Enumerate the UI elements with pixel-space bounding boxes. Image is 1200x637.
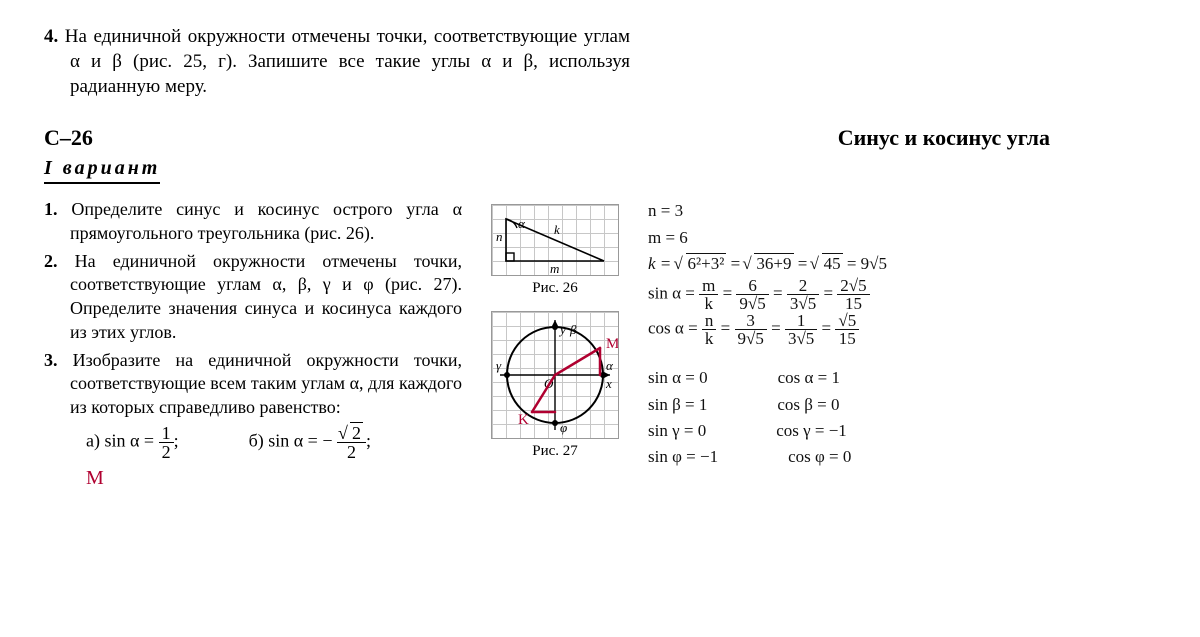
svg-text:α: α: [606, 358, 614, 373]
figure-26: α n k m: [491, 204, 619, 276]
section-title: Синус и косинус угла: [838, 125, 1050, 151]
hw-n: n = 3: [648, 198, 1170, 224]
handwriting-M: M: [86, 467, 462, 490]
hw-beta: sin β = 1cos β = 0: [648, 392, 1170, 418]
handwriting-column: n = 3 m = 6 k = 6²+3² = 36+9 = 45 = 9√5 …: [648, 198, 1170, 490]
problem-text: На единичной окружности отмечены точки, …: [65, 26, 630, 97]
svg-text:x: x: [605, 376, 612, 391]
item-3: 3. Изобразите на единичной окружности то…: [44, 349, 462, 420]
variant-label: I вариант: [44, 157, 160, 184]
sub-items: а) sin α = 12; б) sin α = − 22;: [44, 424, 462, 461]
hw-alpha: sin α = 0cos α = 1: [648, 365, 1170, 391]
printed-column: 1. Определите синус и косинус острого уг…: [44, 198, 462, 490]
figure-27: y x O α β γ φ M K: [491, 311, 619, 439]
hw-k: k = 6²+3² = 36+9 = 45 = 9√5: [648, 251, 1170, 277]
caption-26: Рис. 26: [480, 280, 630, 297]
section-id: С–26: [44, 125, 93, 151]
svg-text:γ: γ: [496, 358, 502, 373]
caption-27: Рис. 27: [480, 443, 630, 460]
problem-4: 4. На единичной окружности отмечены точк…: [44, 24, 630, 99]
hw-sin: sin α = mk = 69√5 = 23√5 = 2√515: [648, 277, 1170, 312]
svg-text:K: K: [518, 412, 529, 428]
svg-text:m: m: [550, 261, 559, 275]
problem-num: 4.: [44, 26, 58, 47]
hw-phi: sin φ = −1cos φ = 0: [648, 444, 1170, 470]
svg-text:φ: φ: [560, 420, 567, 435]
svg-text:α: α: [518, 216, 526, 231]
svg-text:y: y: [558, 322, 566, 337]
svg-text:k: k: [554, 222, 560, 237]
hw-cos: cos α = nk = 39√5 = 13√5 = √515: [648, 312, 1170, 347]
sub-b: б) sin α = − 22;: [249, 424, 371, 461]
hw-m: m = 6: [648, 225, 1170, 251]
svg-text:β: β: [569, 322, 577, 337]
sub-a: а) sin α = 12;: [86, 424, 179, 461]
hw-gamma: sin γ = 0cos γ = −1: [648, 418, 1170, 444]
svg-text:n: n: [496, 229, 503, 244]
section-header: С–26 Синус и косинус угла: [44, 125, 1170, 151]
item-2: 2. На единичной окружности отмечены точк…: [44, 250, 462, 345]
svg-text:M: M: [606, 336, 618, 352]
diagram-column: α n k m Рис. 26 y x O α β γ: [480, 198, 630, 490]
item-1: 1. Определите синус и косинус острого уг…: [44, 198, 462, 246]
